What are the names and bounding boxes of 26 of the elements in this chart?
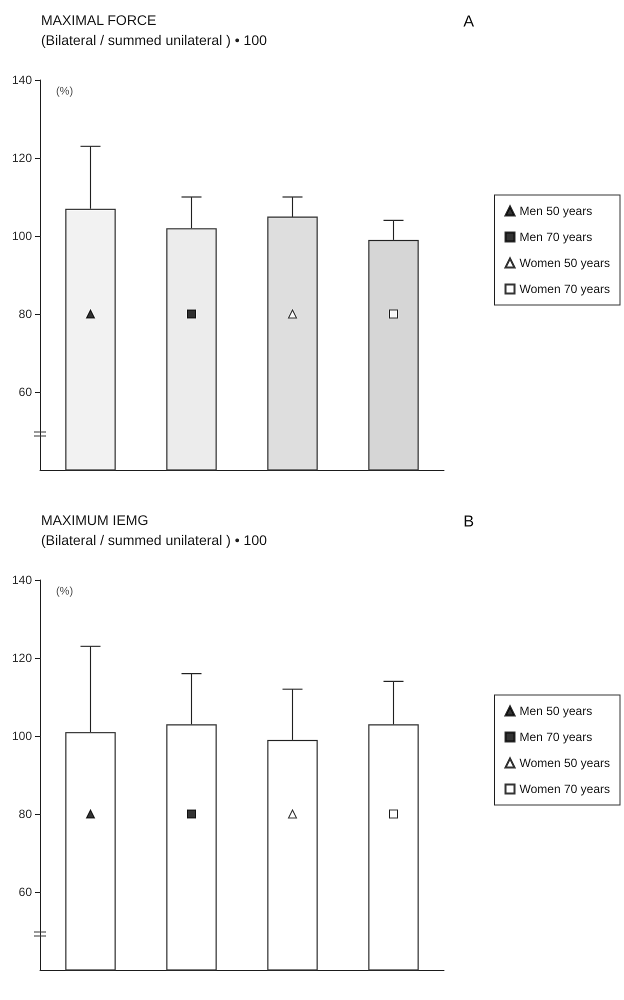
legend-label: Men 50 years <box>520 704 592 718</box>
y-tick-label: 140 <box>12 573 32 587</box>
chart-title: MAXIMUM IEMG <box>41 512 148 528</box>
chart-subtitle: (Bilateral / summed unilateral ) • 100 <box>41 32 268 48</box>
legend-label: Men 70 years <box>520 230 592 244</box>
legend-label: Women 70 years <box>520 282 610 296</box>
y-axis-title: (%) <box>56 586 74 598</box>
text: B <box>463 514 474 530</box>
text: A <box>463 14 474 30</box>
chart-title: MAXIMAL FORCE <box>41 12 156 28</box>
y-tick-label: 100 <box>12 229 32 243</box>
y-tick-label: 120 <box>12 651 32 665</box>
y-tick-label: 80 <box>18 807 32 821</box>
y-axis-title: (%) <box>56 86 74 98</box>
legend-label: Men 50 years <box>520 204 592 218</box>
y-tick-label: 120 <box>12 151 32 165</box>
y-tick-label: 80 <box>18 307 32 321</box>
y-tick-label: 100 <box>12 729 32 743</box>
legend-label: Women 50 years <box>520 756 610 770</box>
legend-label: Women 50 years <box>520 256 610 270</box>
legend-label: Men 70 years <box>520 730 592 744</box>
y-tick-label: 60 <box>18 885 32 899</box>
legend-label: Women 70 years <box>520 782 610 796</box>
y-tick-label: 140 <box>12 73 32 87</box>
chart-subtitle: (Bilateral / summed unilateral ) • 100 <box>41 532 268 548</box>
y-tick-label: 60 <box>18 385 32 399</box>
